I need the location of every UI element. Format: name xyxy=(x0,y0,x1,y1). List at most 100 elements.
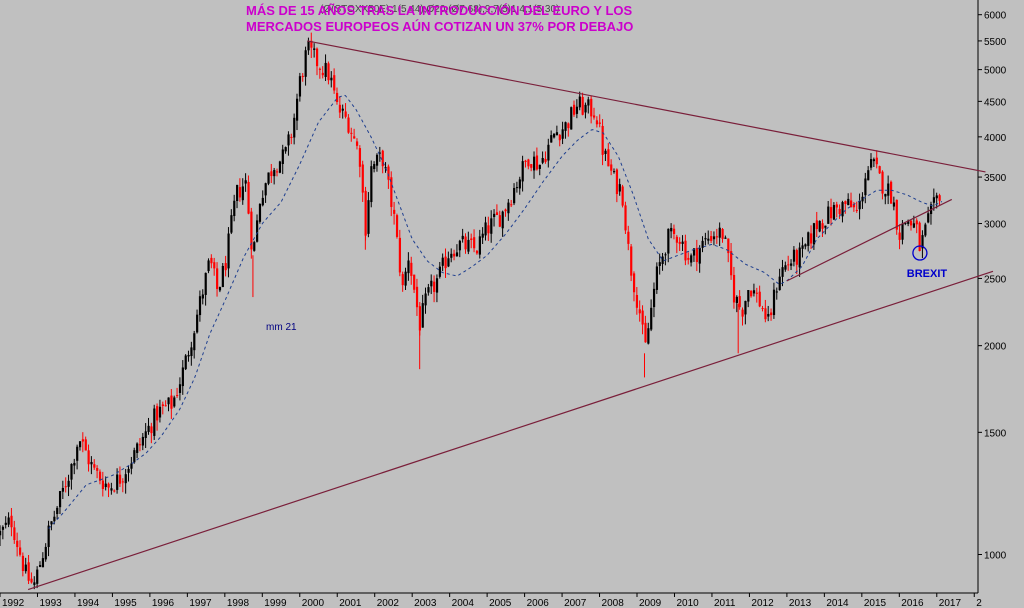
candle-body xyxy=(96,467,99,471)
candle-body xyxy=(544,158,547,162)
candle-body xyxy=(601,125,604,155)
candle-body xyxy=(284,147,287,152)
candle-body xyxy=(293,117,296,138)
candle-body xyxy=(373,164,376,170)
candle-body xyxy=(233,200,236,217)
candle-body xyxy=(61,487,65,492)
candle-body xyxy=(584,104,587,113)
candle-body xyxy=(778,276,781,291)
candle-body xyxy=(578,96,581,108)
candle-body xyxy=(638,309,641,314)
candle-body xyxy=(193,333,196,351)
candle-body xyxy=(64,486,67,488)
candle-body xyxy=(98,471,102,481)
candle-body xyxy=(444,256,447,269)
candle-body xyxy=(564,122,567,131)
candle-body xyxy=(87,450,90,465)
x-tick-label: 2014 xyxy=(826,598,849,608)
candle-body xyxy=(161,404,164,407)
candle-body xyxy=(918,222,921,251)
candle-body xyxy=(107,483,110,488)
candle-body xyxy=(507,202,510,214)
candle-body xyxy=(650,307,653,330)
candle-body xyxy=(570,107,573,130)
candle-body xyxy=(38,565,42,567)
x-tick-label: 1997 xyxy=(189,598,212,608)
candle-body xyxy=(421,303,424,328)
x-tick-label: 2012 xyxy=(751,598,774,608)
candle-body xyxy=(553,133,556,138)
candle-body xyxy=(938,195,941,201)
candle-body xyxy=(333,75,336,91)
candle-body xyxy=(932,197,936,203)
x-tick-label: 2003 xyxy=(414,598,437,608)
candle-body xyxy=(141,436,144,446)
candle-body xyxy=(116,474,119,490)
candle-body xyxy=(513,187,516,204)
x-tick-label: 2001 xyxy=(339,598,362,608)
candle-body xyxy=(641,310,644,325)
candle-body xyxy=(861,196,864,202)
candle-body xyxy=(13,527,16,541)
candle-body xyxy=(927,213,930,223)
candle-body xyxy=(404,271,407,286)
candle-body xyxy=(344,111,347,117)
candle-body xyxy=(281,149,284,165)
candle-body xyxy=(178,384,182,393)
candle-body xyxy=(298,76,302,97)
candle-body xyxy=(592,115,596,118)
candle-body xyxy=(33,582,36,585)
candle-body xyxy=(267,172,270,184)
candle-body xyxy=(835,204,838,208)
trendline-support-short xyxy=(786,198,953,282)
x-tick-label: 2000 xyxy=(302,598,325,608)
candle-body xyxy=(535,155,539,170)
candle-body xyxy=(335,92,339,102)
candle-body xyxy=(364,190,367,236)
candle-body xyxy=(224,263,227,271)
candle-body xyxy=(127,468,130,473)
candle-body xyxy=(184,355,187,370)
candle-body xyxy=(118,474,122,484)
candle-body xyxy=(455,252,459,257)
candle-body xyxy=(558,134,561,141)
candle-body xyxy=(310,40,313,48)
candle-body xyxy=(555,132,559,136)
candle-body xyxy=(790,263,793,266)
candle-body xyxy=(327,63,330,81)
candle-body xyxy=(78,441,82,448)
candle-body xyxy=(824,225,827,228)
candle-body xyxy=(210,257,213,264)
candle-body xyxy=(133,450,136,463)
candle-body xyxy=(170,395,173,409)
candle-body xyxy=(56,507,59,515)
y-tick-label: 6000 xyxy=(984,11,1007,22)
candle-body xyxy=(190,347,193,357)
candle-body xyxy=(50,521,53,525)
candle-body xyxy=(750,290,753,297)
y-tick-label: 4500 xyxy=(984,97,1007,108)
candle-body xyxy=(381,150,384,167)
candle-body xyxy=(735,296,738,303)
candle-body xyxy=(627,231,630,244)
candle-body xyxy=(367,200,370,234)
candle-body xyxy=(36,569,39,584)
legend-text: (Ø(STOXX50E):1(5,44),Ø20,(Ø7,68),9,7(5)1… xyxy=(320,4,560,15)
candle-body xyxy=(321,72,324,76)
candle-body xyxy=(607,149,610,167)
candle-body xyxy=(830,207,833,219)
candle-body xyxy=(176,395,179,397)
candle-body xyxy=(684,240,687,261)
candle-body xyxy=(807,232,810,246)
candle-body xyxy=(758,291,761,307)
candle-body xyxy=(76,446,79,461)
candle-body xyxy=(775,291,778,293)
candle-body xyxy=(889,181,893,204)
candle-body xyxy=(147,425,150,432)
candle-body xyxy=(467,239,470,252)
candle-body xyxy=(430,280,433,287)
y-tick-label: 1000 xyxy=(984,550,1007,561)
x-tick-label: 1996 xyxy=(152,598,175,608)
candle-body xyxy=(812,223,816,245)
